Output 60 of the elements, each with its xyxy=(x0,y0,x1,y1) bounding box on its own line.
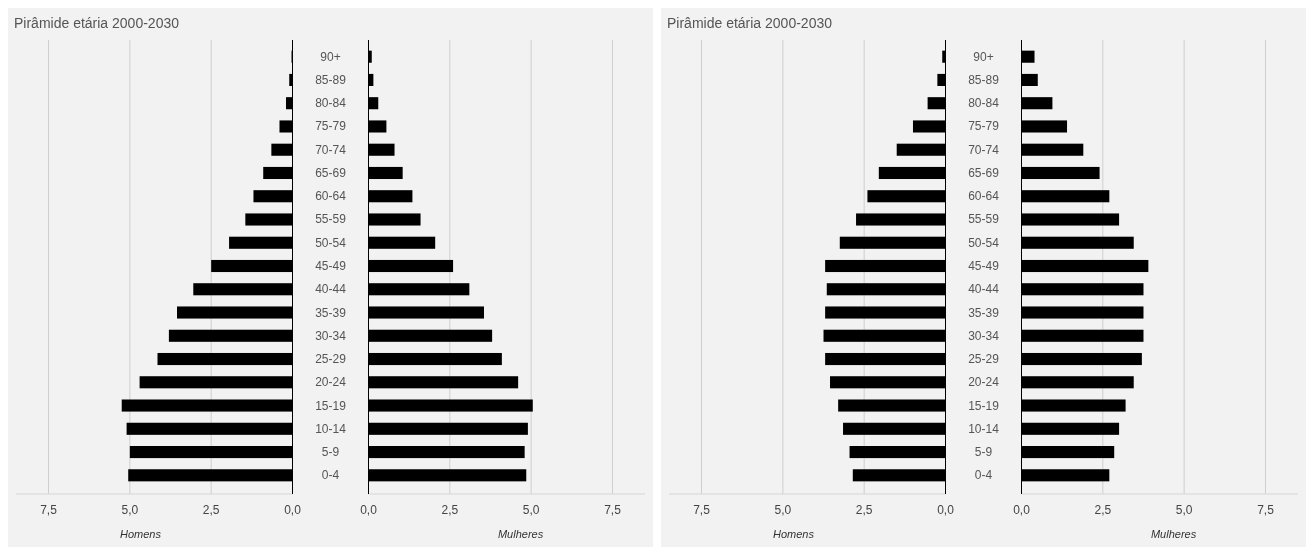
y-tick-label: 25-29 xyxy=(315,352,347,367)
x-tick-label: 0,0 xyxy=(1013,503,1031,517)
y-tick-label: 0-4 xyxy=(974,468,993,483)
x-axis-title: Mulheres xyxy=(497,528,544,540)
x-tick-label: 7,5 xyxy=(604,503,622,517)
x-tick-label: 5,0 xyxy=(1175,503,1193,517)
y-tick-label: 45-49 xyxy=(968,259,1000,273)
y-tick-label: 20-24 xyxy=(315,375,347,390)
y-tick-label: 50-54 xyxy=(968,235,1000,250)
y-tick-label: 85-89 xyxy=(315,72,347,87)
y-tick-label: 75-79 xyxy=(315,119,347,134)
x-tick-label: 5,0 xyxy=(522,503,540,517)
x-tick-label: 7,5 xyxy=(1257,503,1275,517)
y-tick-label: 35-39 xyxy=(315,305,347,320)
y-tick-label: 80-84 xyxy=(968,96,1000,111)
x-tick-label: 2,5 xyxy=(441,503,459,517)
y-tick-label: 70-74 xyxy=(315,142,347,157)
y-tick-label: 90+ xyxy=(973,49,994,64)
y-tick-label: 40-44 xyxy=(315,282,347,297)
chart-title: Pirâmide etária 2000-2030 xyxy=(667,15,833,31)
y-tick-label: 90+ xyxy=(320,49,341,64)
y-tick-label: 85-89 xyxy=(968,72,1000,87)
y-tick-label: 55-59 xyxy=(315,212,347,227)
y-tick-label: 60-64 xyxy=(968,189,1000,204)
y-tick-label: 35-39 xyxy=(968,305,1000,320)
y-tick-label: 5-9 xyxy=(974,445,993,460)
y-tick-label: 80-84 xyxy=(315,96,347,111)
x-tick-label: 2,5 xyxy=(1094,503,1112,517)
y-tick-label: 15-19 xyxy=(315,398,347,413)
y-tick-label: 65-69 xyxy=(315,165,347,180)
y-tick-label: 55-59 xyxy=(968,212,1000,227)
x-tick-label: 0,0 xyxy=(284,503,302,517)
y-tick-label: 30-34 xyxy=(968,328,1000,343)
y-tick-label: 40-44 xyxy=(968,282,1000,297)
x-tick-label: 0,0 xyxy=(360,503,378,517)
y-tick-label: 10-14 xyxy=(968,421,1000,436)
x-tick-label: 2,5 xyxy=(202,503,220,517)
x-tick-label: 7,5 xyxy=(40,503,58,517)
x-axis-title: Mulheres xyxy=(1150,528,1197,540)
y-tick-label: 30-34 xyxy=(315,328,347,343)
y-tick-label: 65-69 xyxy=(968,165,1000,180)
y-tick-label: 20-24 xyxy=(968,375,1000,390)
y-tick-label: 5-9 xyxy=(321,445,340,460)
x-axis-title: Homens xyxy=(772,528,815,540)
y-tick-label: 0-4 xyxy=(321,468,340,483)
y-tick-label: 60-64 xyxy=(315,189,347,204)
x-tick-label: 0,0 xyxy=(937,503,955,517)
y-tick-label: 50-54 xyxy=(315,235,347,250)
y-tick-label: 45-49 xyxy=(315,259,347,273)
x-tick-label: 5,0 xyxy=(774,503,792,517)
x-tick-label: 7,5 xyxy=(693,503,711,517)
x-tick-label: 5,0 xyxy=(121,503,139,517)
chart-title: Pirâmide etária 2000-2030 xyxy=(14,15,180,31)
y-tick-label: 70-74 xyxy=(968,142,1000,157)
y-tick-label: 25-29 xyxy=(968,352,1000,367)
y-tick-label: 15-19 xyxy=(968,398,1000,413)
x-axis-title: Homens xyxy=(119,528,162,540)
y-tick-label: 10-14 xyxy=(315,421,347,436)
y-tick-label: 75-79 xyxy=(968,119,1000,134)
x-tick-label: 2,5 xyxy=(855,503,873,517)
